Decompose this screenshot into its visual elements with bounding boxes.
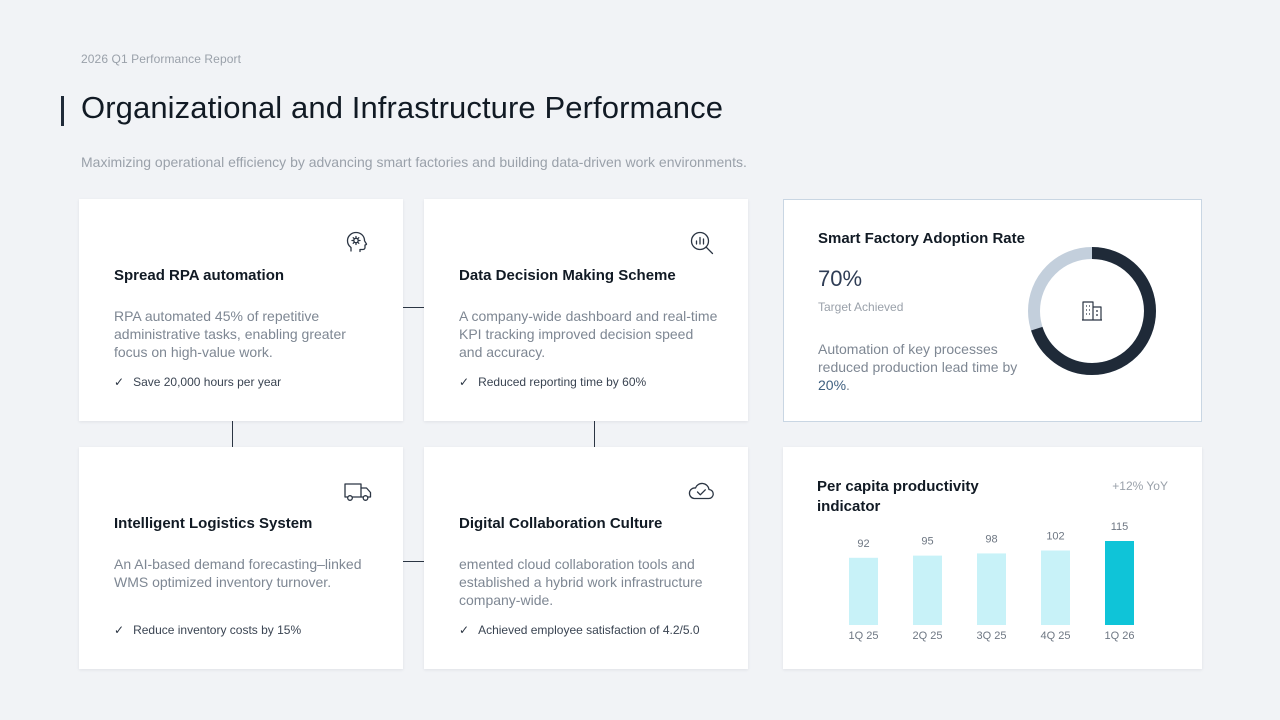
- adoption-rate-card: Smart Factory Adoption Rate 70% Target A…: [783, 199, 1202, 422]
- gear-head-icon: [343, 229, 371, 257]
- adoption-description: Automation of key processes reduced prod…: [818, 340, 1018, 394]
- card-highlight-text: Reduce inventory costs by 15%: [133, 623, 302, 637]
- connector-line: [594, 421, 595, 447]
- bar-category-label: 4Q 25: [1041, 630, 1071, 642]
- productivity-card: Per capita productivity indicator +12% Y…: [783, 447, 1202, 669]
- bar-category-label: 1Q 26: [1105, 630, 1135, 642]
- search-chart-icon: [688, 229, 716, 257]
- bar-category-label: 3Q 25: [977, 630, 1007, 642]
- connector-line: [403, 561, 424, 562]
- card-title: Data Decision Making Scheme: [459, 267, 676, 284]
- adoption-title: Smart Factory Adoption Rate: [818, 230, 1025, 247]
- bar-2q-25: [913, 555, 942, 625]
- productivity-title: Per capita productivity indicator: [817, 478, 979, 515]
- page-title: Organizational and Infrastructure Perfor…: [81, 90, 724, 125]
- page-subtitle: Maximizing operational efficiency by adv…: [81, 154, 747, 170]
- initiative-card-data-decision: Data Decision Making Scheme A company-wi…: [424, 199, 748, 421]
- card-description: A company-wide dashboard and real-time K…: [459, 308, 718, 360]
- card-title: Digital Collaboration Culture: [459, 515, 663, 532]
- check-icon: ✓: [459, 623, 470, 637]
- initiative-card-rpa: Spread RPA automation RPA automated 45% …: [79, 199, 403, 421]
- connector-line: [403, 307, 424, 308]
- card-highlight: ✓ Save 20,000 hours per year: [114, 375, 281, 389]
- bar-1q-25: [849, 557, 878, 625]
- bar-category-label: 1Q 25: [849, 630, 879, 642]
- card-title: Intelligent Logistics System: [114, 515, 313, 532]
- building-icon: [1082, 301, 1102, 321]
- card-highlight: ✓ Reduced reporting time by 60%: [459, 375, 646, 389]
- card-description: RPA automated 45% of repetitive administ…: [114, 308, 346, 360]
- adoption-desc-suffix: .: [846, 377, 850, 393]
- card-description: An AI-based demand forecasting–linked WM…: [114, 556, 362, 590]
- productivity-bar-chart: 92 1Q 25 95 2Q 25 98 3Q 25 102 4Q 25 115 1Q 26: [849, 521, 1135, 642]
- card-highlight-text: Save 20,000 hours per year: [133, 375, 282, 389]
- card-description: emented cloud collaboration tools and es…: [459, 556, 703, 608]
- card-title: Spread RPA automation: [114, 267, 285, 284]
- bar-4q-25: [1041, 550, 1070, 625]
- productivity-yoy-badge: +12% YoY: [1112, 479, 1168, 493]
- donut-progress: [1028, 247, 1156, 375]
- bar-value-label: 115: [1111, 521, 1129, 533]
- card-highlight-text: Achieved employee satisfaction of 4.2/5.…: [478, 623, 700, 637]
- bar-3q-25: [977, 553, 1006, 625]
- adoption-status: Target Achieved: [818, 300, 904, 314]
- check-icon: ✓: [459, 375, 470, 389]
- title-accent-bar: [61, 96, 64, 126]
- check-icon: ✓: [114, 375, 125, 389]
- initiative-card-collaboration: Digital Collaboration Culture emented cl…: [424, 447, 748, 669]
- adoption-desc-highlight: 20%: [818, 377, 847, 393]
- adoption-donut-chart: [1028, 247, 1156, 375]
- bar-value-label: 95: [921, 536, 933, 548]
- adoption-value: 70%: [818, 266, 863, 291]
- report-label: 2026 Q1 Performance Report: [81, 52, 242, 66]
- bar-1q-26: [1105, 541, 1134, 625]
- bar-value-label: 98: [985, 533, 997, 545]
- check-icon: ✓: [114, 623, 125, 637]
- adoption-desc-text: Automation of key processes reduced prod…: [818, 341, 1018, 375]
- cloud-check-icon: [686, 477, 714, 505]
- card-highlight: ✓ Achieved employee satisfaction of 4.2/…: [459, 623, 700, 637]
- bar-value-label: 102: [1046, 530, 1064, 542]
- card-highlight-text: Reduced reporting time by 60%: [478, 375, 647, 389]
- bar-category-label: 2Q 25: [913, 630, 943, 642]
- initiative-card-logistics: Intelligent Logistics System An AI-based…: [79, 447, 403, 669]
- connector-line: [232, 421, 233, 447]
- bar-value-label: 92: [857, 538, 869, 550]
- card-highlight: ✓ Reduce inventory costs by 15%: [114, 623, 301, 637]
- truck-icon: [343, 477, 372, 505]
